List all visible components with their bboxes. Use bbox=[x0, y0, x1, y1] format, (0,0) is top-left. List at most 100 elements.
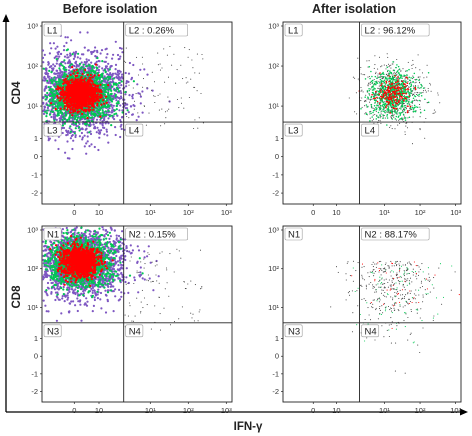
scatter-point bbox=[71, 66, 74, 69]
scatter-point bbox=[372, 114, 374, 116]
scatter-point bbox=[73, 54, 76, 57]
scatter-point bbox=[120, 75, 123, 78]
scatter-point bbox=[91, 76, 94, 79]
scatter-point bbox=[393, 116, 395, 118]
scatter-point bbox=[107, 122, 110, 125]
scatter-point bbox=[55, 76, 58, 79]
scatter-point bbox=[360, 100, 362, 102]
scatter-point bbox=[93, 98, 96, 101]
scatter-point bbox=[393, 78, 396, 81]
scatter-point bbox=[427, 87, 429, 90]
scatter-point bbox=[86, 96, 89, 99]
scatter-point bbox=[380, 66, 382, 68]
scatter-point bbox=[379, 87, 382, 90]
scatter-point bbox=[88, 145, 91, 148]
scatter-point bbox=[73, 89, 76, 92]
scatter-point bbox=[146, 73, 149, 76]
scatter-point bbox=[424, 137, 426, 139]
scatter-point bbox=[79, 77, 82, 80]
scatter-point bbox=[54, 55, 58, 58]
scatter-point bbox=[105, 47, 108, 50]
scatter-point bbox=[95, 60, 98, 63]
scatter-point bbox=[108, 82, 111, 85]
scatter-point bbox=[56, 74, 60, 77]
scatter-point bbox=[42, 101, 45, 104]
scatter-point bbox=[46, 106, 50, 110]
scatter-point bbox=[58, 55, 61, 58]
scatter-point bbox=[43, 75, 46, 78]
scatter-point bbox=[76, 111, 79, 114]
scatter-point bbox=[126, 109, 129, 112]
scatter-point bbox=[74, 122, 78, 125]
scatter-point bbox=[391, 128, 393, 130]
scatter-point bbox=[89, 79, 93, 82]
scatter-point bbox=[101, 111, 104, 114]
scatter-point bbox=[407, 99, 409, 101]
scatter-point bbox=[425, 91, 427, 93]
scatter-point bbox=[82, 63, 85, 66]
scatter-point bbox=[91, 86, 94, 89]
scatter-point bbox=[47, 139, 50, 142]
scatter-point bbox=[111, 106, 114, 109]
scatter-point bbox=[176, 69, 178, 71]
scatter-point bbox=[62, 126, 66, 130]
scatter-point bbox=[373, 67, 375, 69]
y-tick-label: -2 bbox=[272, 189, 279, 198]
scatter-point bbox=[154, 101, 156, 104]
scatter-point bbox=[77, 52, 80, 55]
scatter-point bbox=[78, 91, 81, 94]
scatter-point bbox=[387, 105, 389, 107]
scatter-point bbox=[48, 113, 52, 116]
scatter-point bbox=[187, 56, 189, 58]
scatter-point bbox=[124, 93, 127, 96]
outer-y-arrow-icon bbox=[2, 14, 10, 22]
scatter-point bbox=[391, 63, 393, 65]
scatter-point bbox=[53, 119, 56, 122]
scatter-point bbox=[100, 129, 103, 132]
y-tick-label: 0 bbox=[34, 152, 38, 161]
scatter-point bbox=[406, 127, 409, 129]
scatter-point bbox=[378, 96, 380, 98]
scatter-point bbox=[61, 126, 64, 130]
scatter-point bbox=[115, 73, 118, 76]
scatter-point bbox=[61, 131, 64, 135]
scatter-point bbox=[362, 74, 364, 76]
scatter-point bbox=[419, 128, 421, 130]
scatter-point bbox=[427, 90, 429, 92]
scatter-point bbox=[93, 74, 96, 77]
scatter-point bbox=[178, 107, 180, 109]
scatter-point bbox=[85, 114, 88, 117]
scatter-point bbox=[71, 53, 74, 56]
scatter-point bbox=[85, 58, 88, 61]
scatter-point bbox=[64, 62, 67, 65]
scatter-point bbox=[419, 129, 421, 131]
scatter-point bbox=[395, 115, 398, 118]
scatter-point bbox=[74, 112, 77, 115]
scatter-point bbox=[75, 98, 78, 101]
scatter-point bbox=[55, 58, 58, 61]
scatter-point bbox=[64, 36, 67, 39]
scatter-point bbox=[415, 106, 417, 108]
scatter-point bbox=[78, 72, 81, 75]
scatter-point bbox=[101, 114, 104, 117]
scatter-point bbox=[64, 110, 67, 114]
scatter-point bbox=[404, 112, 407, 114]
scatter-point bbox=[97, 108, 101, 111]
scatter-point bbox=[66, 108, 69, 111]
scatter-point bbox=[408, 99, 411, 101]
scatter-point bbox=[426, 64, 428, 66]
x-tick-label: 10² bbox=[415, 208, 426, 217]
scatter-point bbox=[61, 122, 64, 125]
scatter-point bbox=[430, 90, 432, 92]
scatter-point bbox=[82, 98, 86, 101]
y-tick-label: 10¹ bbox=[27, 102, 38, 111]
scatter-point bbox=[79, 31, 82, 34]
scatter-point bbox=[71, 114, 74, 117]
scatter-point bbox=[99, 112, 102, 115]
scatter-point bbox=[49, 42, 52, 45]
scatter-point bbox=[95, 94, 99, 97]
x-tick-label: 10³ bbox=[450, 208, 461, 217]
scatter-point bbox=[63, 101, 66, 105]
scatter-point bbox=[163, 48, 165, 50]
scatter-point bbox=[137, 74, 140, 76]
